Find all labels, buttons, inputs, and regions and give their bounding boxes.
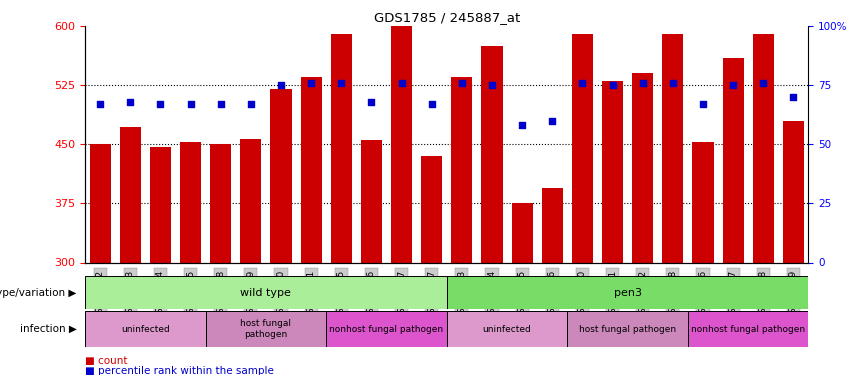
Bar xyxy=(511,203,533,262)
Point xyxy=(364,99,378,105)
Text: nonhost fungal pathogen: nonhost fungal pathogen xyxy=(691,324,805,334)
Bar xyxy=(602,81,623,262)
Point xyxy=(334,80,348,86)
Bar xyxy=(180,142,201,262)
Bar xyxy=(300,77,322,262)
Point xyxy=(395,80,408,86)
Text: uninfected: uninfected xyxy=(483,324,531,334)
Text: nonhost fungal pathogen: nonhost fungal pathogen xyxy=(329,324,443,334)
Point xyxy=(123,99,137,105)
Bar xyxy=(210,144,231,262)
Bar xyxy=(85,276,447,309)
Bar xyxy=(150,147,171,262)
Point xyxy=(485,82,499,88)
Bar xyxy=(693,142,713,262)
Point xyxy=(726,82,740,88)
Text: host fungal pathogen: host fungal pathogen xyxy=(579,324,677,334)
Point xyxy=(425,101,438,107)
Bar xyxy=(662,34,683,262)
Bar xyxy=(722,58,744,262)
Bar xyxy=(568,311,688,347)
Text: pen3: pen3 xyxy=(614,288,642,297)
Point xyxy=(545,118,559,124)
Bar xyxy=(447,311,568,347)
Text: host fungal
pathogen: host fungal pathogen xyxy=(241,320,291,339)
Point xyxy=(636,80,649,86)
Bar xyxy=(783,121,804,262)
Point xyxy=(455,80,469,86)
Text: ■ percentile rank within the sample: ■ percentile rank within the sample xyxy=(85,366,274,375)
Bar xyxy=(752,34,774,262)
Point xyxy=(214,101,227,107)
Bar xyxy=(331,34,351,262)
Point xyxy=(305,80,318,86)
Bar xyxy=(447,276,808,309)
Point xyxy=(244,101,258,107)
Text: genotype/variation ▶: genotype/variation ▶ xyxy=(0,288,77,297)
Bar xyxy=(326,311,447,347)
Point xyxy=(94,101,107,107)
Point xyxy=(184,101,197,107)
Bar xyxy=(89,144,111,262)
Bar xyxy=(361,140,382,262)
Bar xyxy=(206,311,326,347)
Bar xyxy=(391,26,412,262)
Text: infection ▶: infection ▶ xyxy=(20,324,77,334)
Point xyxy=(274,82,288,88)
Bar xyxy=(85,311,206,347)
Point xyxy=(154,101,168,107)
Bar xyxy=(271,89,292,262)
Point xyxy=(786,94,800,100)
Title: GDS1785 / 245887_at: GDS1785 / 245887_at xyxy=(374,11,520,24)
Text: wild type: wild type xyxy=(241,288,291,297)
Bar xyxy=(120,127,141,262)
Bar xyxy=(572,34,593,262)
Point xyxy=(696,101,710,107)
Point xyxy=(516,123,529,129)
Point xyxy=(575,80,589,86)
Text: ■ count: ■ count xyxy=(85,356,128,366)
Bar xyxy=(451,77,472,262)
Bar xyxy=(482,46,503,262)
Bar xyxy=(421,156,443,262)
Point xyxy=(606,82,620,88)
Point xyxy=(757,80,770,86)
Text: uninfected: uninfected xyxy=(121,324,169,334)
Bar xyxy=(240,139,261,262)
Point xyxy=(666,80,680,86)
Bar xyxy=(632,74,654,262)
Bar xyxy=(542,188,563,262)
Bar xyxy=(688,311,808,347)
